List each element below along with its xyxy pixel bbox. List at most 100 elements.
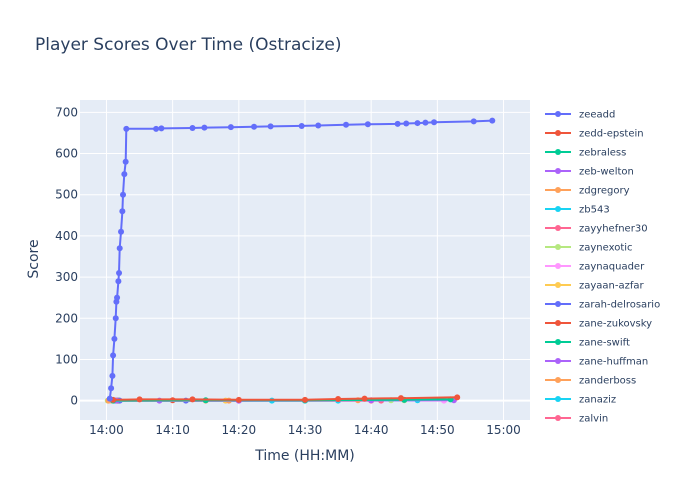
legend-item[interactable]: zeb-welton	[545, 167, 634, 178]
x-tick-label: 14:10	[155, 423, 190, 437]
data-point	[251, 123, 258, 130]
x-tick-label: 14:50	[420, 423, 455, 437]
data-point	[114, 294, 121, 301]
legend-item[interactable]: zane-zukovsky	[545, 319, 652, 330]
data-point	[158, 125, 165, 132]
data-point	[116, 269, 123, 276]
data-point	[111, 335, 118, 342]
y-tick-label: 500	[55, 188, 78, 202]
legend-marker	[555, 339, 561, 345]
legend-item[interactable]: zane-huffman	[545, 357, 648, 368]
legend-item[interactable]: zaynaquader	[545, 262, 645, 273]
legend-label: zaynexotic	[579, 243, 633, 254]
data-point	[119, 208, 126, 215]
legend-label: zalvin	[579, 414, 608, 425]
legend-label: zeeadd	[579, 110, 615, 121]
grid	[80, 100, 530, 420]
legend-item[interactable]: zayyhefner30	[545, 224, 648, 235]
data-point	[118, 228, 125, 235]
data-point	[227, 124, 234, 131]
legend-marker	[555, 396, 561, 402]
data-point	[454, 394, 461, 401]
legend-marker	[555, 111, 561, 117]
x-tick-label: 14:00	[89, 423, 124, 437]
legend-label: zb543	[579, 205, 610, 216]
legend-marker	[555, 358, 561, 364]
legend-marker	[555, 244, 561, 250]
legend-item[interactable]: zarah-delrosario	[545, 300, 660, 311]
x-tick-label: 14:40	[354, 423, 389, 437]
legend-item[interactable]: zdgregory	[545, 186, 630, 197]
legend-label: zane-huffman	[579, 357, 648, 368]
legend-label: zanderboss	[579, 376, 636, 387]
data-point	[489, 117, 496, 124]
data-point	[136, 396, 143, 403]
legend-marker	[555, 282, 561, 288]
legend[interactable]: zeeadd zedd-epstein zebraless zeb-welton zdg…	[545, 110, 660, 425]
data-point	[298, 122, 305, 129]
legend-item[interactable]: zb543	[545, 205, 610, 216]
legend-item[interactable]: zalvin	[545, 414, 608, 425]
y-tick-label: 400	[55, 229, 78, 243]
data-point	[403, 120, 410, 127]
data-point	[116, 245, 123, 252]
data-point	[121, 171, 128, 178]
data-point	[422, 119, 429, 126]
data-point	[123, 125, 130, 132]
data-point	[267, 123, 274, 130]
legend-marker	[555, 415, 561, 421]
y-tick-label: 700	[55, 105, 78, 119]
y-axis: 0 100 200 300 400 500 600 700	[55, 105, 78, 407]
data-point	[115, 278, 122, 285]
legend-marker	[555, 263, 561, 269]
data-point	[112, 315, 119, 322]
data-point	[108, 385, 115, 392]
legend-marker	[555, 130, 561, 136]
y-axis-title: Score	[26, 239, 42, 278]
x-axis: 14:00 14:10 14:20 14:30 14:40 14:50 15:00	[89, 423, 521, 437]
legend-item[interactable]: zaynexotic	[545, 243, 633, 254]
legend-item[interactable]: zayaan-azfar	[545, 281, 645, 292]
legend-item[interactable]: zanaziz	[545, 395, 616, 406]
data-point	[122, 158, 129, 165]
data-point	[302, 396, 308, 403]
y-tick-label: 0	[70, 394, 78, 408]
legend-label: zanaziz	[579, 395, 616, 406]
legend-marker	[555, 168, 561, 174]
data-point	[315, 122, 322, 129]
legend-item[interactable]: zanderboss	[545, 376, 636, 387]
legend-label: zdgregory	[579, 186, 630, 197]
legend-label: zane-zukovsky	[579, 319, 652, 330]
data-point	[361, 395, 368, 402]
x-tick-label: 15:00	[486, 423, 521, 437]
x-axis-title: Time (HH:MM)	[254, 448, 355, 464]
data-point	[343, 121, 350, 128]
legend-marker	[555, 206, 561, 212]
data-point	[189, 125, 196, 132]
data-point	[235, 396, 242, 403]
legend-label: zeb-welton	[579, 167, 634, 178]
data-point	[470, 118, 477, 125]
legend-item[interactable]: zedd-epstein	[545, 129, 644, 140]
data-point	[364, 121, 371, 128]
legend-items: zeeadd zedd-epstein zebraless zeb-welton zdg…	[545, 110, 660, 425]
y-tick-label: 300	[55, 270, 78, 284]
legend-label: zayaan-azfar	[579, 281, 645, 292]
data-point	[189, 396, 196, 403]
series-zeeadd	[106, 117, 496, 402]
data-point	[414, 120, 421, 127]
legend-marker	[555, 149, 561, 155]
y-tick-label: 600	[55, 147, 78, 161]
y-tick-label: 100	[55, 352, 78, 366]
legend-label: zarah-delrosario	[579, 300, 660, 311]
x-tick-label: 14:20	[222, 423, 257, 437]
series-layer	[104, 117, 496, 404]
legend-item[interactable]: zane-swift	[545, 338, 630, 349]
data-point	[153, 125, 160, 132]
data-point	[120, 191, 127, 198]
legend-marker	[555, 301, 561, 307]
legend-item[interactable]: zebraless	[545, 148, 626, 159]
legend-item[interactable]: zeeadd	[545, 110, 615, 121]
legend-label: zebraless	[579, 148, 626, 159]
